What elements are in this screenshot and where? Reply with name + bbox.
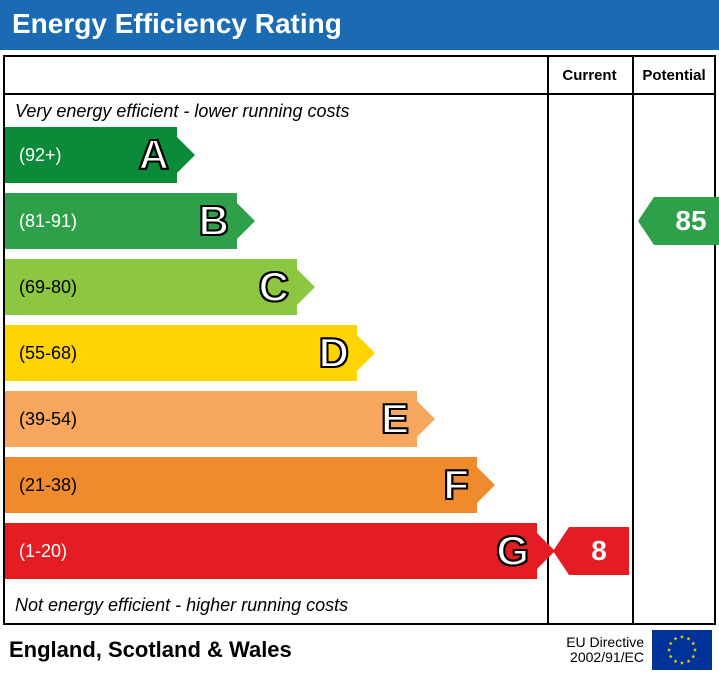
current-value: 8 <box>569 527 629 575</box>
potential-value: 85 <box>654 197 719 245</box>
efficient-label: Very energy efficient - lower running co… <box>15 101 350 122</box>
directive-text: EU Directive 2002/91/EC <box>566 635 644 666</box>
band-arrow-icon <box>477 467 495 503</box>
pointer-potential: 85 <box>638 197 719 245</box>
band-letter: F <box>443 461 469 509</box>
band-letter: B <box>199 197 229 245</box>
band-arrow-icon <box>177 137 195 173</box>
inefficient-label: Not energy efficient - higher running co… <box>15 595 348 616</box>
band-range: (92+) <box>19 145 62 166</box>
band-range: (21-38) <box>19 475 77 496</box>
band-range: (55-68) <box>19 343 77 364</box>
band-f: (21-38) F <box>5 457 477 513</box>
pointer-notch-icon <box>638 197 654 245</box>
band-arrow-icon <box>297 269 315 305</box>
band-letter: C <box>259 263 289 311</box>
chart-title: Energy Efficiency Rating <box>0 0 719 50</box>
band-range: (69-80) <box>19 277 77 298</box>
band-letter: G <box>496 527 529 575</box>
band-arrow-icon <box>357 335 375 371</box>
directive-line1: EU Directive <box>566 634 644 650</box>
eu-flag-icon <box>652 630 712 670</box>
band-arrow-icon <box>237 203 255 239</box>
pointer-notch-icon <box>553 527 569 575</box>
region-label: England, Scotland & Wales <box>3 637 292 663</box>
column-potential <box>632 57 716 623</box>
header-row: Current Potential <box>5 57 714 95</box>
band-d: (55-68) D <box>5 325 357 381</box>
band-range: (39-54) <box>19 409 77 430</box>
band-c: (69-80) C <box>5 259 297 315</box>
band-range: (81-91) <box>19 211 77 232</box>
band-b: (81-91) B <box>5 193 237 249</box>
band-a: (92+) A <box>5 127 177 183</box>
chart-grid: Current Potential Very energy efficient … <box>3 55 716 625</box>
band-letter: A <box>139 131 169 179</box>
band-g: (1-20) G <box>5 523 537 579</box>
band-range: (1-20) <box>19 541 67 562</box>
pointer-current: 8 <box>553 527 629 575</box>
footer: England, Scotland & Wales EU Directive 2… <box>3 628 716 672</box>
band-arrow-icon <box>417 401 435 437</box>
epc-chart: Energy Efficiency Rating Current Potenti… <box>0 0 719 675</box>
directive: EU Directive 2002/91/EC <box>566 630 716 670</box>
directive-line2: 2002/91/EC <box>570 649 644 665</box>
band-letter: D <box>319 329 349 377</box>
header-potential: Potential <box>632 57 716 95</box>
band-letter: E <box>381 395 409 443</box>
band-e: (39-54) E <box>5 391 417 447</box>
header-current: Current <box>547 57 632 95</box>
